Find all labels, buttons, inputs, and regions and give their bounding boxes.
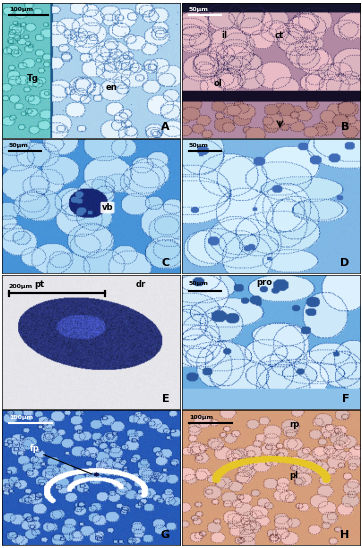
Text: Tg: Tg: [27, 74, 39, 83]
Text: dr: dr: [136, 279, 146, 289]
Text: G: G: [160, 530, 169, 540]
Text: vb: vb: [102, 203, 113, 212]
Text: 50μm: 50μm: [189, 7, 209, 12]
Text: pl: pl: [289, 471, 298, 480]
Text: B: B: [341, 122, 349, 132]
Text: 100μm: 100μm: [9, 414, 33, 420]
Text: ct: ct: [274, 31, 284, 40]
Text: 50μm: 50μm: [189, 142, 209, 148]
Text: A: A: [161, 122, 169, 132]
Text: 200μm: 200μm: [9, 284, 33, 289]
Text: C: C: [161, 258, 169, 268]
Text: F: F: [342, 394, 349, 404]
Text: rp: rp: [289, 420, 299, 429]
Text: 100μm: 100μm: [189, 414, 213, 420]
Text: H: H: [340, 530, 349, 540]
Text: 50μm: 50μm: [9, 142, 29, 148]
Text: 50μm: 50μm: [189, 281, 209, 286]
Text: en: en: [105, 83, 117, 93]
Text: fp: fp: [30, 444, 40, 453]
Text: il: il: [221, 31, 227, 40]
Text: pro: pro: [257, 278, 273, 287]
Text: 100μm: 100μm: [9, 7, 33, 12]
Text: D: D: [340, 258, 349, 268]
Text: E: E: [162, 394, 169, 404]
Text: pt: pt: [34, 279, 44, 289]
Text: ol: ol: [214, 79, 223, 88]
